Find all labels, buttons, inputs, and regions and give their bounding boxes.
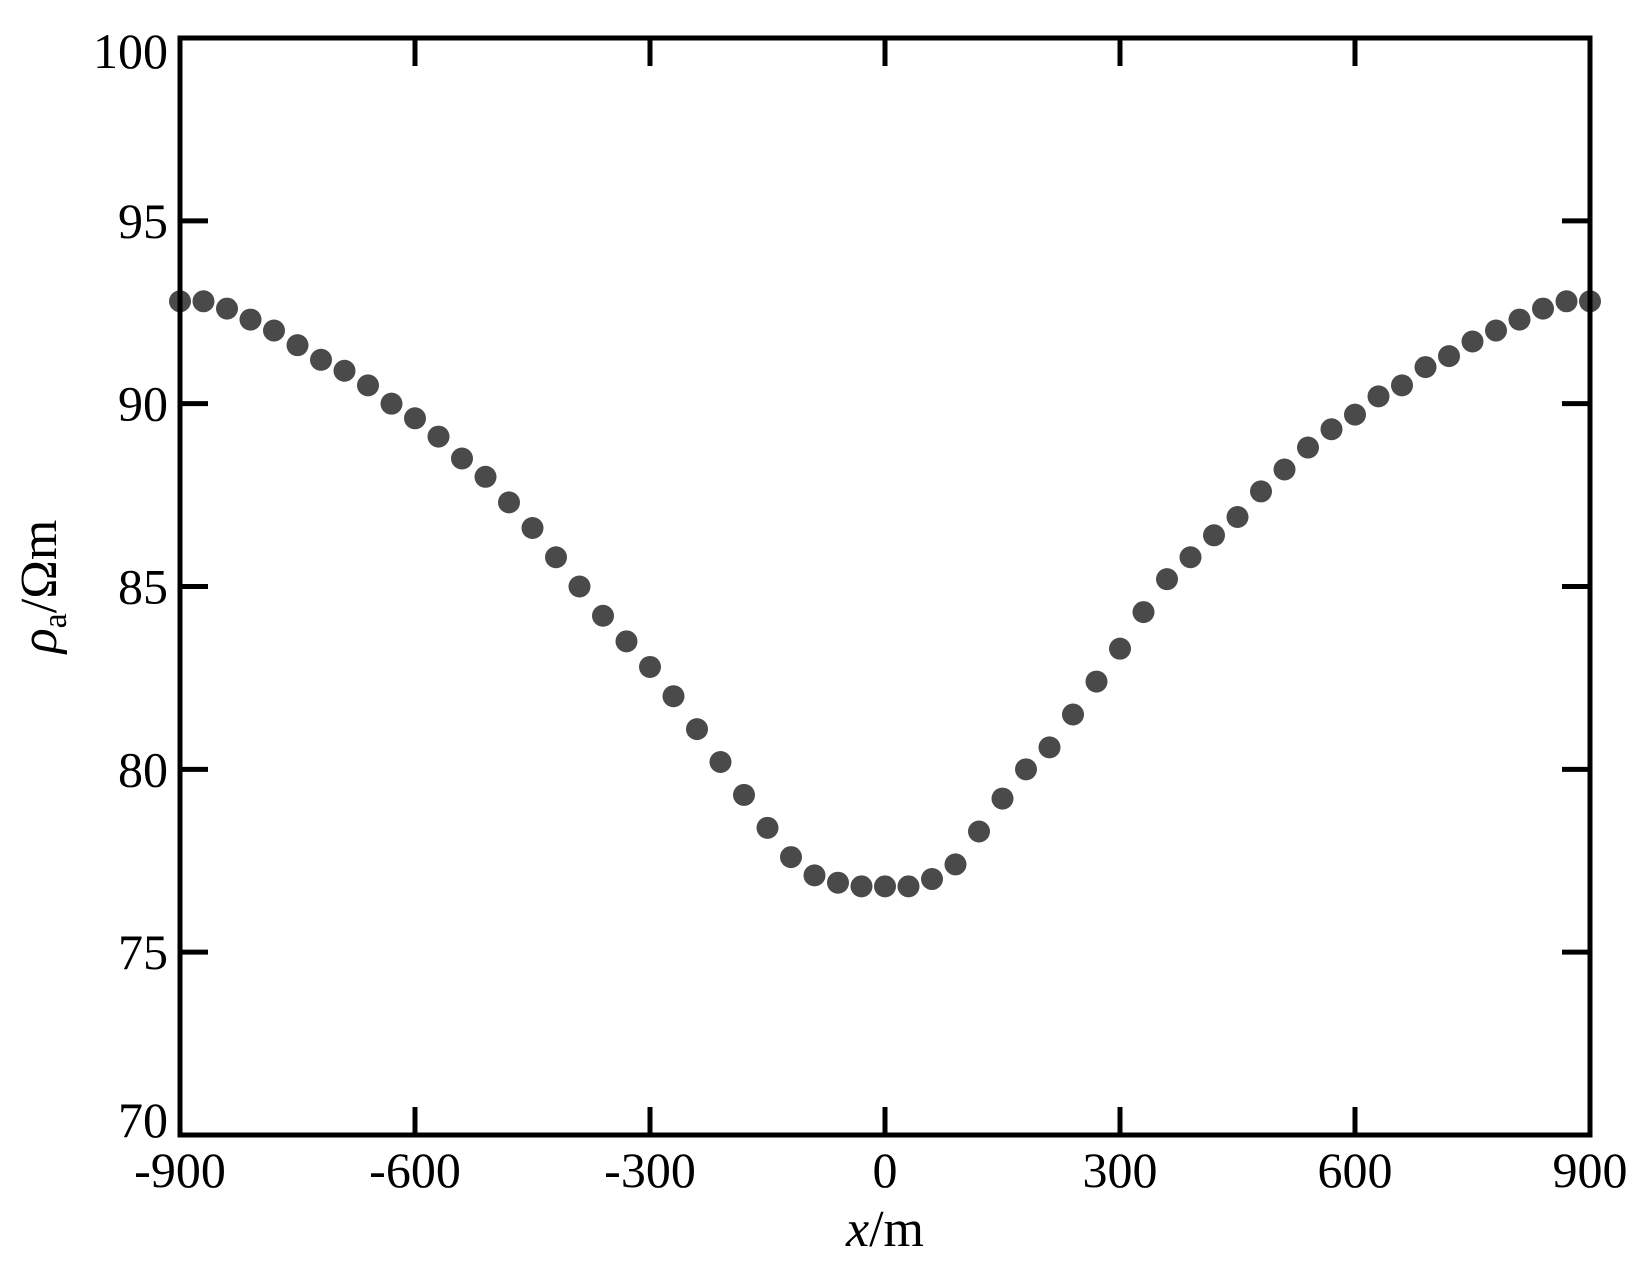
data-point bbox=[310, 348, 332, 371]
data-point bbox=[1132, 601, 1155, 624]
x-tick-label: 300 bbox=[1083, 1142, 1158, 1198]
data-point bbox=[897, 875, 920, 898]
data-point bbox=[1320, 418, 1343, 441]
data-point bbox=[1226, 506, 1249, 529]
data-point bbox=[239, 308, 262, 331]
data-point bbox=[1532, 297, 1554, 320]
data-point bbox=[709, 751, 732, 774]
data-point bbox=[592, 604, 614, 627]
data-point bbox=[921, 868, 943, 891]
y-axis-label-sub: a bbox=[37, 613, 74, 628]
data-point bbox=[216, 297, 238, 320]
data-point bbox=[498, 491, 520, 514]
y-tick-label: 70 bbox=[118, 1092, 168, 1148]
data-point bbox=[1273, 458, 1296, 481]
y-tick-label: 90 bbox=[118, 376, 168, 432]
data-point bbox=[1344, 403, 1366, 426]
y-tick-label: 100 bbox=[93, 23, 168, 79]
data-point bbox=[1485, 319, 1507, 342]
data-point bbox=[568, 575, 591, 598]
data-point bbox=[968, 820, 990, 843]
x-axis-label: x/m bbox=[845, 1201, 924, 1258]
data-point bbox=[733, 783, 755, 806]
y-tick-label: 95 bbox=[118, 193, 168, 249]
x-tick-label: -600 bbox=[369, 1142, 461, 1198]
data-point bbox=[991, 787, 1014, 810]
y-tick-label: 80 bbox=[118, 741, 168, 797]
data-point bbox=[192, 290, 215, 313]
data-point bbox=[1203, 524, 1225, 547]
axis-tick-labels: -900 -600 -300 0 300 600 900 70 75 80 85 90 95 100 bbox=[93, 23, 1628, 1198]
data-point bbox=[1156, 568, 1178, 591]
data-point bbox=[756, 816, 779, 839]
data-point bbox=[263, 319, 285, 342]
y-axis-label-var: ρ bbox=[11, 628, 68, 655]
data-point bbox=[874, 875, 896, 898]
x-tick-label: 600 bbox=[1318, 1142, 1393, 1198]
x-tick-label: -300 bbox=[604, 1142, 696, 1198]
data-point bbox=[1085, 670, 1108, 693]
data-point bbox=[1297, 436, 1319, 459]
data-point bbox=[850, 875, 873, 898]
data-point bbox=[427, 425, 450, 448]
y-tick-label: 85 bbox=[118, 559, 168, 615]
x-tick-label: 0 bbox=[873, 1142, 898, 1198]
x-tick-label: -900 bbox=[134, 1142, 226, 1198]
data-point bbox=[1015, 758, 1037, 781]
data-point bbox=[474, 465, 497, 488]
data-point bbox=[1508, 308, 1531, 331]
data-points bbox=[169, 290, 1601, 898]
data-point bbox=[1038, 736, 1061, 759]
axis-ticks bbox=[180, 38, 1590, 1135]
data-point bbox=[1250, 480, 1272, 503]
data-point bbox=[1109, 637, 1131, 660]
data-point bbox=[1391, 374, 1413, 397]
data-point bbox=[286, 334, 309, 357]
data-point bbox=[686, 718, 708, 741]
data-point bbox=[380, 392, 403, 415]
data-point bbox=[333, 359, 356, 382]
data-point bbox=[521, 516, 544, 539]
x-axis-label-var: x bbox=[845, 1201, 869, 1258]
x-axis-label-unit: /m bbox=[869, 1201, 924, 1258]
data-point bbox=[451, 447, 473, 470]
data-point bbox=[1367, 385, 1390, 408]
data-point bbox=[545, 546, 567, 569]
data-point bbox=[1461, 330, 1484, 353]
x-tick-label: 900 bbox=[1553, 1142, 1628, 1198]
y-axis-label-unit: /Ωm bbox=[11, 520, 68, 614]
data-point bbox=[1179, 546, 1202, 569]
data-point bbox=[827, 871, 849, 894]
data-point bbox=[639, 655, 661, 678]
data-point bbox=[803, 864, 826, 887]
data-point bbox=[357, 374, 379, 397]
data-point bbox=[1438, 345, 1460, 368]
data-point bbox=[615, 630, 638, 653]
data-point bbox=[944, 853, 967, 876]
data-point bbox=[662, 685, 685, 708]
plot-frame bbox=[177, 35, 1593, 1138]
y-tick-label: 75 bbox=[118, 924, 168, 980]
data-point bbox=[1414, 356, 1437, 379]
data-point bbox=[1062, 703, 1084, 726]
data-point bbox=[780, 846, 802, 869]
data-point bbox=[1555, 290, 1578, 313]
y-axis-label: ρa/Ωm bbox=[11, 520, 74, 656]
data-point bbox=[404, 407, 426, 430]
